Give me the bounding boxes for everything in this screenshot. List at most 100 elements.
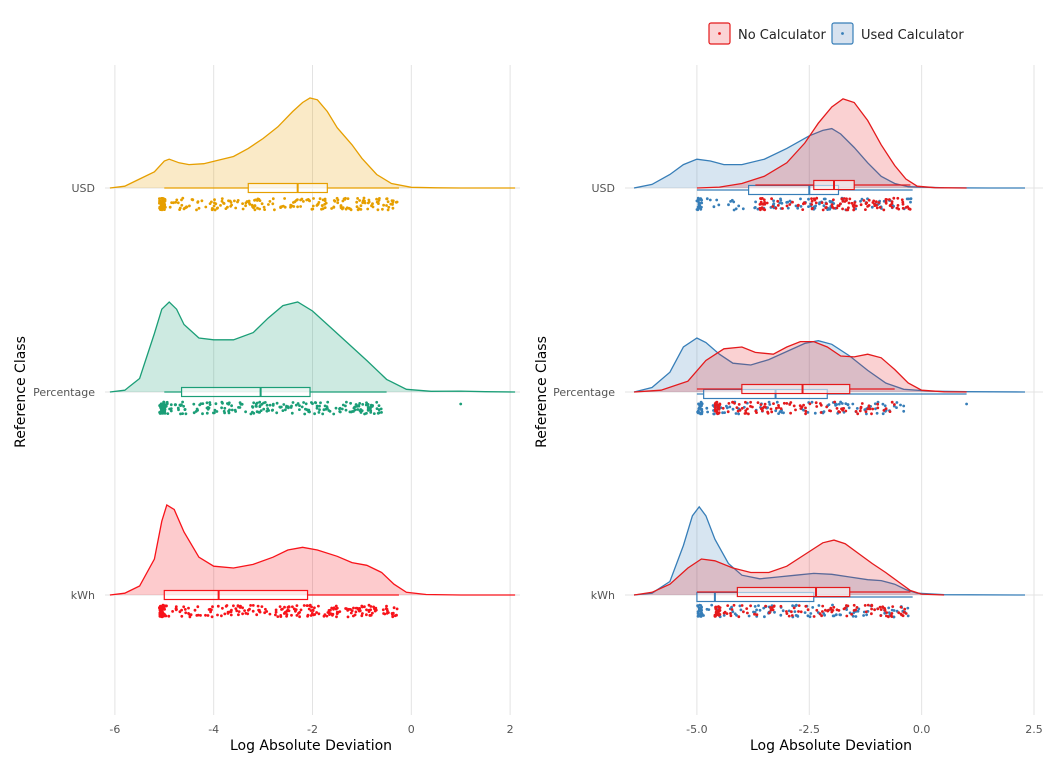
- rain-usd-point: [378, 197, 381, 200]
- rain-no-calculator-kwh-point: [713, 614, 717, 617]
- rain-kwh-point: [322, 614, 326, 618]
- rain-no-calculator-kwh-point: [879, 614, 883, 617]
- cloud-usd-fill: [109, 98, 516, 188]
- rain-used-calculator-kwh-point: [739, 608, 743, 612]
- rain-no-calculator-percentage-point: [870, 412, 873, 416]
- rain-percentage-point: [205, 411, 209, 415]
- rain-kwh-point: [174, 605, 178, 609]
- rain-percentage-point: [230, 408, 234, 412]
- rain-percentage-point: [302, 401, 305, 404]
- rain-no-calculator-percentage-point: [715, 408, 719, 411]
- rain-used-calculator-kwh-point: [906, 614, 910, 618]
- rain-used-calculator-kwh-point: [808, 615, 812, 619]
- y-tick-label-usd: USD: [71, 182, 95, 195]
- rain-percentage-point: [230, 404, 234, 408]
- rain-no-calculator-percentage-point: [884, 407, 888, 410]
- rain-used-calculator-usd-point: [737, 204, 741, 208]
- rain-kwh-point: [373, 609, 377, 613]
- rain-no-calculator-kwh-point: [902, 610, 906, 614]
- rain-no-calculator-kwh-point: [787, 614, 791, 618]
- rain-used-calculator-percentage-point: [840, 402, 844, 405]
- rain-usd-point: [296, 205, 299, 209]
- rain-kwh-point: [283, 605, 286, 609]
- rain-kwh-point: [216, 604, 220, 608]
- rain-used-calculator-kwh-point: [722, 614, 726, 617]
- rain-no-calculator-percentage-point: [726, 410, 730, 414]
- rain-no-calculator-usd-point: [848, 197, 852, 201]
- rain-usd-point: [250, 203, 254, 207]
- rain-percentage-point: [322, 408, 326, 412]
- rain-percentage-point: [183, 408, 187, 411]
- rain-no-calculator-usd-point: [877, 201, 881, 204]
- rain-percentage-point: [255, 405, 258, 408]
- rain-usd-point: [321, 204, 324, 208]
- rain-kwh-point: [354, 606, 358, 610]
- rain-used-calculator-percentage-point: [895, 406, 898, 409]
- rain-percentage-point: [208, 403, 212, 406]
- rain-kwh-point: [160, 611, 164, 614]
- rain-kwh-point: [251, 604, 255, 607]
- rain-percentage-point: [271, 402, 275, 406]
- rain-percentage-point: [270, 409, 274, 412]
- rain-used-calculator-usd-point: [734, 207, 738, 211]
- rain-no-calculator-percentage-point: [727, 402, 731, 405]
- rain-percentage-point: [294, 403, 298, 407]
- rain-usd-point: [323, 199, 327, 203]
- rain-no-calculator-percentage-point: [888, 410, 892, 413]
- rain-usd-point: [271, 197, 275, 201]
- cloud-used-calculator-usd-fill: [634, 128, 1025, 188]
- rain-used-calculator-kwh-point: [803, 611, 807, 614]
- rain-percentage-point: [192, 411, 196, 415]
- rain-kwh-point: [216, 613, 219, 617]
- rain-usd-point: [359, 208, 363, 211]
- rain-usd-point: [268, 200, 272, 203]
- rain-kwh-point: [290, 613, 293, 617]
- rain-percentage-point: [214, 402, 218, 406]
- rain-kwh-point: [291, 605, 294, 609]
- rain-used-calculator-percentage-point: [731, 407, 735, 411]
- rain-kwh-point: [280, 608, 283, 611]
- rain-no-calculator-kwh-point: [797, 610, 800, 613]
- rain-no-calculator-usd-point: [776, 204, 780, 207]
- rain-kwh-point: [184, 611, 188, 615]
- rain-no-calculator-percentage-point: [840, 407, 843, 411]
- rain-no-calculator-kwh-point: [717, 605, 720, 608]
- rain-used-calculator-kwh-point: [757, 604, 760, 607]
- rain-usd-point: [196, 201, 200, 204]
- rain-percentage-point: [311, 402, 314, 405]
- y-tick-label-kwh: kWh: [71, 589, 95, 602]
- rain-no-calculator-usd-point: [874, 200, 878, 204]
- rain-no-calculator-percentage-point: [876, 406, 880, 410]
- rain-no-calculator-kwh-point: [870, 612, 873, 616]
- rain-used-calculator-kwh-point: [887, 606, 891, 610]
- rain-percentage-point: [161, 411, 165, 415]
- rain-percentage-point: [326, 407, 329, 410]
- rain-usd-point: [244, 204, 248, 208]
- rain-percentage-point: [166, 412, 170, 415]
- rain-percentage-point: [234, 410, 238, 413]
- rain-kwh-point: [211, 605, 214, 609]
- rain-no-calculator-usd-point: [847, 206, 850, 210]
- rain-no-calculator-usd-point: [837, 204, 841, 208]
- rain-used-calculator-kwh-point: [811, 606, 815, 609]
- rain-usd-point: [257, 197, 261, 201]
- rain-no-calculator-kwh-point: [821, 604, 825, 608]
- rain-no-calculator-percentage-point: [835, 407, 839, 410]
- rain-used-calculator-percentage-point: [874, 407, 877, 411]
- rain-percentage-point: [380, 411, 383, 414]
- rain-usd-point: [367, 198, 371, 202]
- rain-no-calculator-usd-point: [896, 204, 900, 207]
- legend-label-used-calculator: Used Calculator: [861, 28, 964, 43]
- rain-usd-point: [271, 202, 275, 206]
- rain-used-calculator-percentage-point: [895, 401, 899, 404]
- rain-used-calculator-kwh-point: [890, 608, 894, 612]
- rain-no-calculator-percentage-point: [770, 410, 774, 414]
- rain-usd-point: [332, 199, 336, 202]
- rain-no-calculator-kwh-point: [842, 607, 846, 611]
- rain-used-calculator-kwh-point: [854, 615, 858, 618]
- rain-no-calculator-usd-point: [843, 200, 847, 203]
- rain-used-calculator-percentage-point: [822, 410, 826, 413]
- rain-percentage-point: [341, 403, 345, 407]
- legend-key-dot-used-calculator: [841, 32, 844, 35]
- rain-no-calculator-percentage-point: [751, 405, 754, 409]
